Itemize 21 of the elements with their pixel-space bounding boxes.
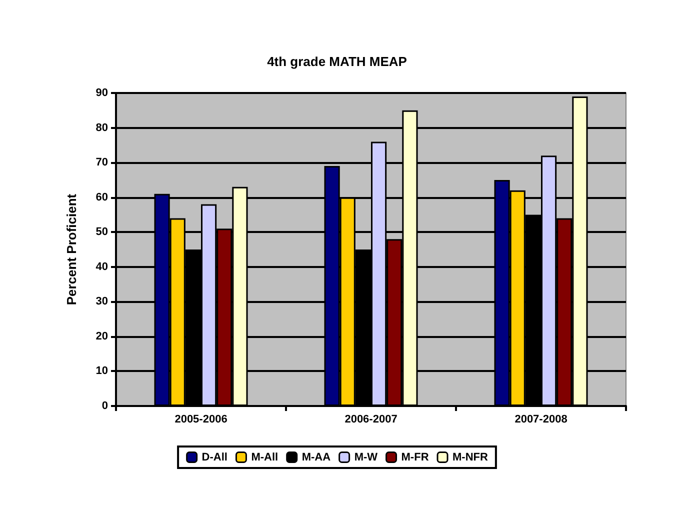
y-tick-label: 60 [96, 191, 108, 204]
chart-title: 4th grade MATH MEAP [267, 54, 408, 69]
legend-label: M-NFR [452, 451, 488, 464]
y-tick-label: 0 [102, 400, 108, 412]
x-tick-label: 2007-2008 [514, 414, 568, 426]
y-tick-label: 50 [96, 226, 108, 238]
x-tick-label: 2005-2006 [174, 414, 228, 426]
y-tick-label: 80 [96, 122, 108, 134]
x-tick-label: 2006-2007 [344, 414, 398, 426]
y-tick-label: 10 [96, 365, 108, 378]
y-tick-label: 90 [96, 87, 108, 99]
y-tick-label: 20 [96, 330, 108, 342]
legend-label: M-AA [302, 451, 331, 464]
y-tick-label: 30 [96, 296, 108, 308]
legend-label: M-W [354, 451, 378, 464]
y-axis-title: Percent Proficient [64, 193, 79, 306]
legend-label: M-All [251, 451, 278, 464]
y-tick-label: 70 [96, 156, 108, 169]
y-tick-label: 40 [96, 260, 108, 273]
legend-label: M-FR [401, 451, 429, 464]
legend-label: D-All [202, 451, 228, 464]
